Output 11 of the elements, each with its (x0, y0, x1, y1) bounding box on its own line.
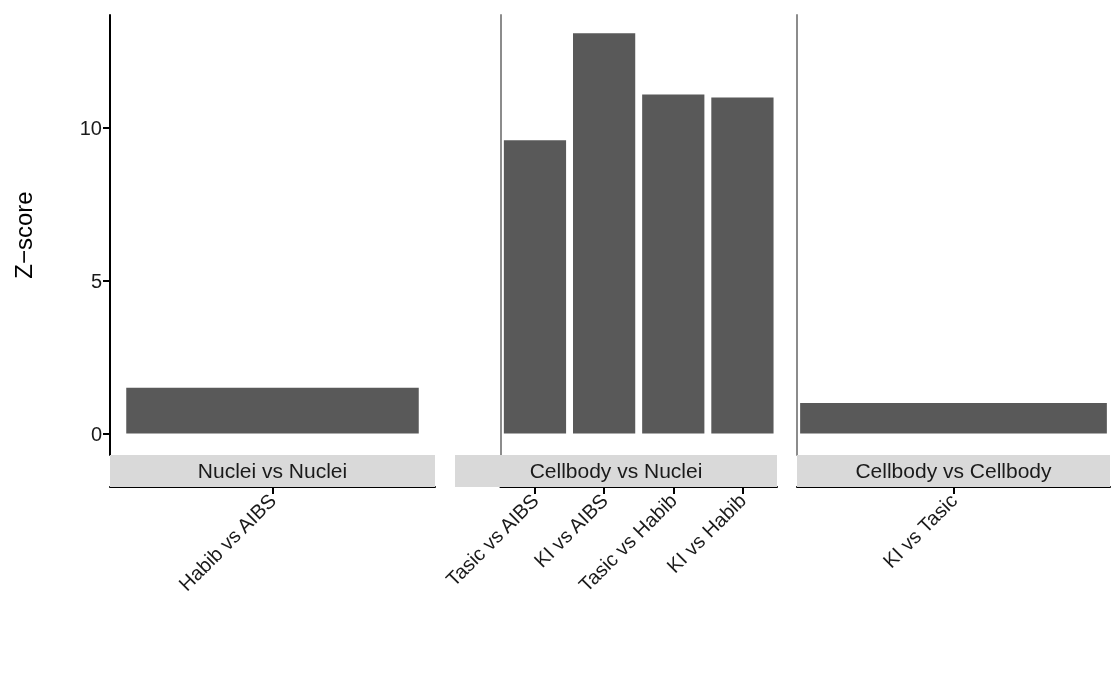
bar (503, 140, 567, 434)
text: Cellbody vs Cellbody (797, 455, 1110, 487)
bar (642, 94, 705, 434)
y-axis-title: Z−score (9, 191, 37, 279)
text: Cellbody vs Nuclei (455, 455, 777, 487)
y-tick-label: 10 (79, 117, 102, 140)
y-tick-label: 0 (90, 422, 102, 445)
y-tick-label: 5 (90, 269, 102, 292)
text: Nuclei vs Nuclei (110, 455, 435, 487)
bar (573, 33, 636, 434)
bar (711, 97, 774, 434)
